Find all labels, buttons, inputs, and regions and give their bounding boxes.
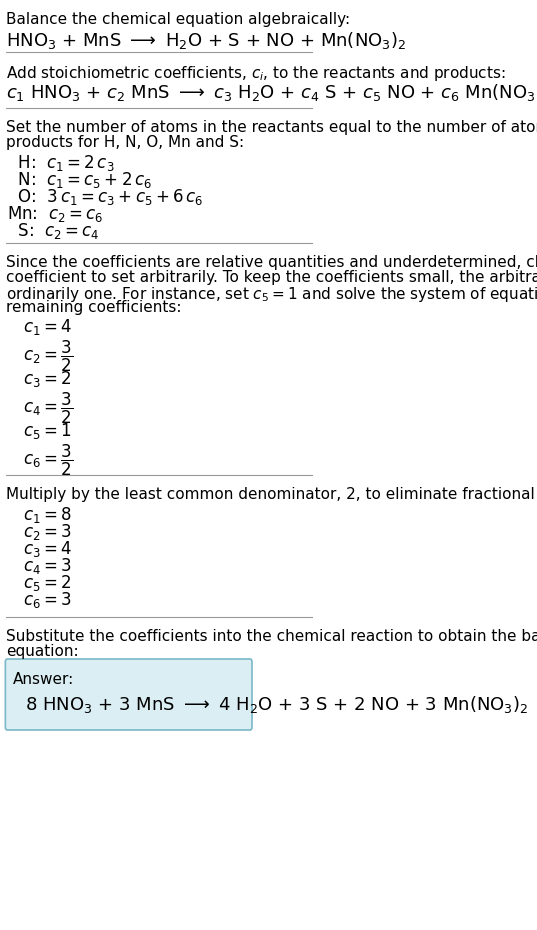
Text: H:  $c_1 = 2\,c_3$: H: $c_1 = 2\,c_3$ xyxy=(7,153,115,173)
Text: 8 HNO$_3$ + 3 MnS $\longrightarrow$ 4 H$_2$O + 3 S + 2 NO + 3 Mn(NO$_3$)$_2$: 8 HNO$_3$ + 3 MnS $\longrightarrow$ 4 H$… xyxy=(25,694,528,715)
FancyBboxPatch shape xyxy=(5,659,252,730)
Text: $c_4 = 3$: $c_4 = 3$ xyxy=(23,556,71,576)
Text: products for H, N, O, Mn and S:: products for H, N, O, Mn and S: xyxy=(6,135,244,150)
Text: $c_1$ HNO$_3$ + $c_2$ MnS $\longrightarrow$ $c_3$ H$_2$O + $c_4$ S + $c_5$ NO + : $c_1$ HNO$_3$ + $c_2$ MnS $\longrightarr… xyxy=(6,82,537,103)
Text: $c_3 = 2$: $c_3 = 2$ xyxy=(23,369,71,389)
Text: $c_6 = 3$: $c_6 = 3$ xyxy=(23,590,71,610)
Text: Answer:: Answer: xyxy=(13,672,74,687)
Text: Substitute the coefficients into the chemical reaction to obtain the balanced: Substitute the coefficients into the che… xyxy=(6,629,537,644)
Text: $c_2 = \dfrac{3}{2}$: $c_2 = \dfrac{3}{2}$ xyxy=(23,339,72,374)
Text: O:  $3\,c_1 = c_3 + c_5 + 6\,c_6$: O: $3\,c_1 = c_3 + c_5 + 6\,c_6$ xyxy=(7,187,204,207)
Text: coefficient to set arbitrarily. To keep the coefficients small, the arbitrary va: coefficient to set arbitrarily. To keep … xyxy=(6,270,537,285)
Text: $c_2 = 3$: $c_2 = 3$ xyxy=(23,522,71,542)
Text: $c_6 = \dfrac{3}{2}$: $c_6 = \dfrac{3}{2}$ xyxy=(23,443,72,478)
Text: equation:: equation: xyxy=(6,644,78,659)
Text: $c_5 = 2$: $c_5 = 2$ xyxy=(23,573,71,593)
Text: $c_1 = 8$: $c_1 = 8$ xyxy=(23,505,71,525)
Text: $c_4 = \dfrac{3}{2}$: $c_4 = \dfrac{3}{2}$ xyxy=(23,391,72,426)
Text: Multiply by the least common denominator, 2, to eliminate fractional coefficient: Multiply by the least common denominator… xyxy=(6,487,537,502)
Text: $c_1 = 4$: $c_1 = 4$ xyxy=(23,317,71,337)
Text: N:  $c_1 = c_5 + 2\,c_6$: N: $c_1 = c_5 + 2\,c_6$ xyxy=(7,170,152,190)
Text: S:  $c_2 = c_4$: S: $c_2 = c_4$ xyxy=(7,221,100,241)
Text: $c_3 = 4$: $c_3 = 4$ xyxy=(23,539,71,559)
Text: Add stoichiometric coefficients, $c_i$, to the reactants and products:: Add stoichiometric coefficients, $c_i$, … xyxy=(6,64,505,83)
Text: ordinarily one. For instance, set $c_5 = 1$ and solve the system of equations fo: ordinarily one. For instance, set $c_5 =… xyxy=(6,285,537,304)
Text: HNO$_3$ + MnS $\longrightarrow$ H$_2$O + S + NO + Mn(NO$_3$)$_2$: HNO$_3$ + MnS $\longrightarrow$ H$_2$O +… xyxy=(6,30,406,51)
Text: remaining coefficients:: remaining coefficients: xyxy=(6,300,182,315)
Text: $c_5 = 1$: $c_5 = 1$ xyxy=(23,421,71,441)
Text: Set the number of atoms in the reactants equal to the number of atoms in the: Set the number of atoms in the reactants… xyxy=(6,120,537,135)
Text: Since the coefficients are relative quantities and underdetermined, choose a: Since the coefficients are relative quan… xyxy=(6,255,537,270)
Text: Balance the chemical equation algebraically:: Balance the chemical equation algebraica… xyxy=(6,12,350,27)
Text: Mn:  $c_2 = c_6$: Mn: $c_2 = c_6$ xyxy=(7,204,103,224)
